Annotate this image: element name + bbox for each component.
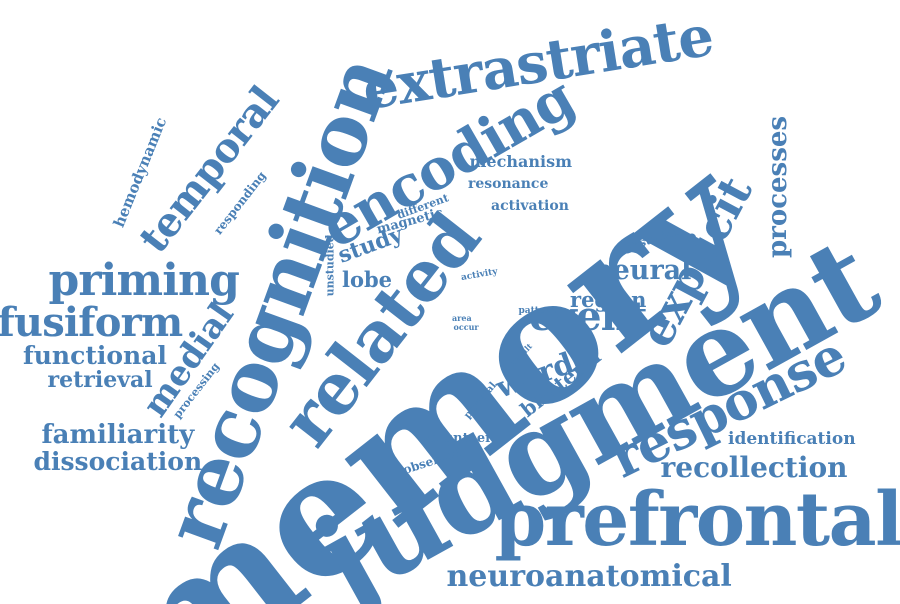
word-recollection: recollection: [660, 451, 848, 484]
word-fusiform: fusiform: [0, 299, 183, 346]
word-retrieval: retrieval: [47, 367, 153, 393]
word-event: event: [529, 293, 648, 340]
word-familiarity: familiarity: [41, 420, 195, 450]
word-functional: functional: [23, 340, 167, 370]
word-area: area: [452, 313, 472, 323]
word-occur: occur: [453, 322, 479, 332]
word-identification: identification: [728, 428, 856, 449]
word-mechanism: mechanism: [469, 152, 573, 171]
word-activation: activation: [491, 198, 569, 214]
word-processes: processes: [763, 115, 794, 259]
word-lobe: lobe: [342, 266, 393, 292]
word-pattern: pattern: [518, 305, 556, 316]
word-resonance: resonance: [468, 176, 549, 192]
word-region: region: [570, 286, 647, 312]
word-neural: neural: [593, 254, 692, 286]
word-priming: priming: [48, 255, 240, 306]
word-dissociation: dissociation: [33, 446, 203, 476]
word-volunteer: volunteer: [422, 430, 492, 446]
word-prefrontal: prefrontal: [494, 477, 900, 563]
word-unstudied: unstudied: [323, 234, 337, 296]
word-neuroanatomical: neuroanatomical: [446, 559, 732, 594]
